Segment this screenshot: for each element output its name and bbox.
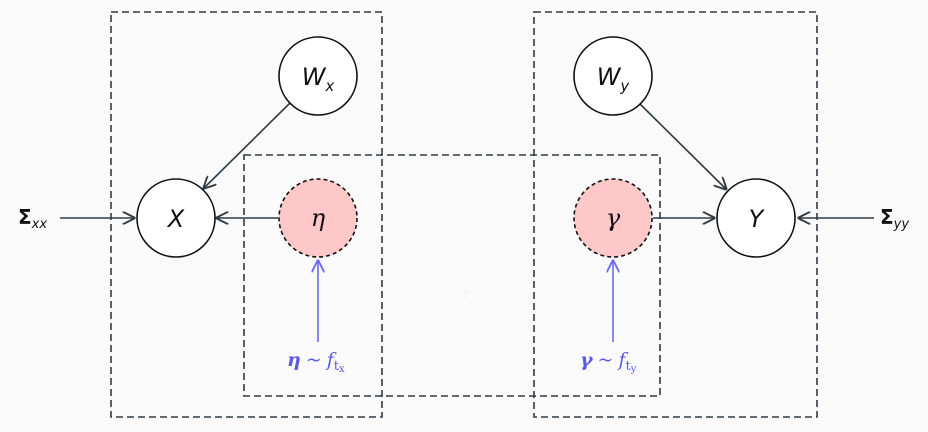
shared-latent-plate bbox=[243, 154, 661, 397]
prior-eta-t: t bbox=[334, 359, 340, 374]
node-wy: Wy bbox=[573, 36, 653, 116]
shared-plate-label: z bbox=[461, 286, 469, 300]
sigma-xx-subscript: xx bbox=[31, 217, 48, 232]
svg-text:Wx: Wx bbox=[302, 63, 335, 95]
y-plate bbox=[533, 11, 818, 418]
svg-text:γ~fty: γ ~ fty bbox=[580, 349, 637, 375]
prior-gamma-t: t bbox=[626, 359, 632, 374]
node-gamma-label: γ bbox=[606, 204, 621, 232]
prior-gamma-f: f bbox=[616, 349, 628, 371]
node-wx: Wx bbox=[278, 36, 358, 116]
prior-gamma-op: ~ bbox=[598, 349, 614, 371]
svg-text:Σxx: Σxx bbox=[18, 205, 47, 232]
edge-wy-to-y bbox=[639, 103, 726, 189]
node-eta-label: η bbox=[311, 204, 326, 232]
prior-eta-op: ~ bbox=[306, 349, 322, 371]
sigma-yy-symbol: Σ bbox=[880, 205, 894, 229]
node-eta: η bbox=[278, 178, 358, 258]
node-wx-label: W bbox=[302, 63, 327, 91]
node-gamma: γ bbox=[573, 178, 653, 258]
prior-eta-f: f bbox=[325, 349, 337, 371]
svg-text:Wy: Wy bbox=[597, 63, 631, 95]
node-wy-subscript: y bbox=[619, 77, 630, 95]
sigma-yy-subscript: yy bbox=[893, 217, 910, 232]
svg-text:Σyy: Σyy bbox=[880, 205, 909, 232]
prior-gamma-lhs: γ bbox=[580, 349, 594, 371]
node-x-label: X bbox=[166, 205, 185, 233]
prior-gamma-sub: y bbox=[630, 364, 637, 375]
node-wy-label: W bbox=[597, 63, 622, 91]
node-wx-subscript: x bbox=[324, 77, 334, 95]
prior-eta-sub: x bbox=[339, 364, 345, 375]
sigma-xx-symbol: Σ bbox=[18, 205, 32, 229]
prior-eta-lhs: η bbox=[287, 349, 301, 371]
node-y-label: Y bbox=[749, 205, 766, 233]
node-x: X bbox=[136, 178, 216, 258]
node-y: Y bbox=[716, 178, 796, 258]
svg-text:η~ftx: η ~ ftx bbox=[287, 349, 345, 375]
edge-wx-to-x bbox=[204, 102, 291, 188]
x-plate bbox=[110, 11, 383, 418]
